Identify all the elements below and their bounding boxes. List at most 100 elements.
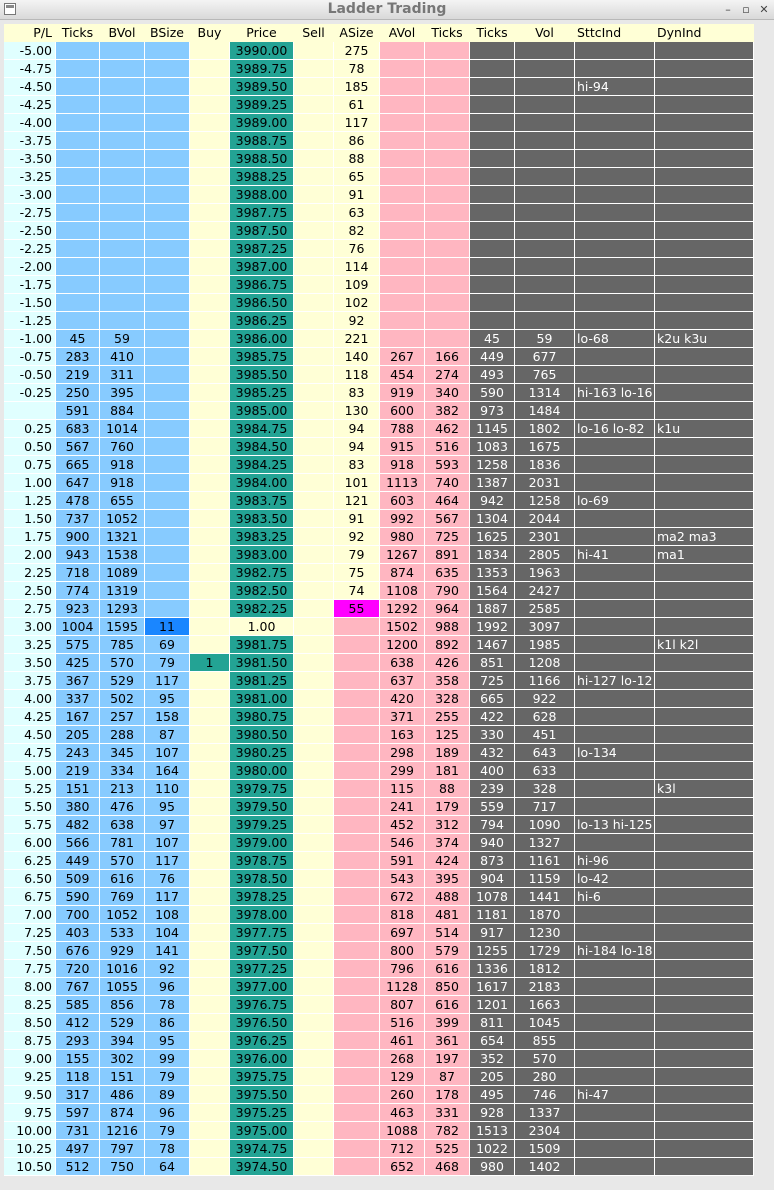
bid-size-cell[interactable]: 107 [145,834,190,852]
ask-size-cell[interactable]: 65 [334,168,380,186]
buy-cell[interactable] [190,600,230,618]
sell-cell[interactable] [294,1032,334,1050]
ask-size-cell[interactable] [334,1032,380,1050]
ask-size-cell[interactable] [334,942,380,960]
ask-size-cell[interactable]: 92 [334,528,380,546]
sell-cell[interactable] [294,186,334,204]
buy-cell[interactable] [190,528,230,546]
ask-size-cell[interactable]: 94 [334,438,380,456]
buy-cell[interactable] [190,816,230,834]
buy-cell[interactable] [190,780,230,798]
bid-size-cell[interactable]: 79 [145,1122,190,1140]
ask-size-cell[interactable]: 55 [334,600,380,618]
sell-cell[interactable] [294,1068,334,1086]
bid-size-cell[interactable]: 78 [145,996,190,1014]
bid-size-cell[interactable]: 96 [145,1104,190,1122]
buy-cell[interactable] [190,1086,230,1104]
sell-cell[interactable] [294,456,334,474]
ask-size-cell[interactable] [334,744,380,762]
sell-cell[interactable] [294,240,334,258]
buy-cell[interactable] [190,906,230,924]
buy-cell[interactable] [190,348,230,366]
buy-cell[interactable] [190,42,230,60]
sell-cell[interactable] [294,150,334,168]
buy-cell[interactable] [190,978,230,996]
sell-cell[interactable] [294,258,334,276]
sell-cell[interactable] [294,96,334,114]
buy-cell[interactable] [190,276,230,294]
sell-cell[interactable] [294,330,334,348]
sell-cell[interactable] [294,726,334,744]
ask-size-cell[interactable]: 114 [334,258,380,276]
bid-size-cell[interactable]: 92 [145,960,190,978]
ask-size-cell[interactable] [334,1050,380,1068]
maximize-button[interactable]: ▫ [742,3,750,16]
sell-cell[interactable] [294,438,334,456]
sell-cell[interactable] [294,744,334,762]
sell-cell[interactable] [294,780,334,798]
bid-size-cell[interactable]: 95 [145,798,190,816]
sell-cell[interactable] [294,546,334,564]
bid-size-cell[interactable] [145,384,190,402]
buy-cell[interactable] [190,672,230,690]
sell-cell[interactable] [294,42,334,60]
bid-size-cell[interactable]: 79 [145,1068,190,1086]
ask-size-cell[interactable]: 221 [334,330,380,348]
sell-cell[interactable] [294,1086,334,1104]
sell-cell[interactable] [294,690,334,708]
sell-cell[interactable] [294,870,334,888]
buy-cell[interactable] [190,492,230,510]
buy-cell[interactable] [190,564,230,582]
ask-size-cell[interactable] [334,1122,380,1140]
buy-cell[interactable] [190,762,230,780]
buy-cell[interactable] [190,150,230,168]
buy-cell[interactable] [190,618,230,636]
buy-cell[interactable] [190,240,230,258]
sell-cell[interactable] [294,942,334,960]
sell-cell[interactable] [294,762,334,780]
sell-cell[interactable] [294,600,334,618]
bid-size-cell[interactable] [145,258,190,276]
buy-cell[interactable] [190,708,230,726]
buy-cell[interactable] [190,546,230,564]
bid-size-cell[interactable] [145,456,190,474]
buy-cell[interactable] [190,1032,230,1050]
sell-cell[interactable] [294,618,334,636]
ask-size-cell[interactable] [334,870,380,888]
sell-cell[interactable] [294,978,334,996]
buy-cell[interactable] [190,168,230,186]
ask-size-cell[interactable] [334,726,380,744]
title-bar[interactable]: Ladder Trading – ▫ ✕ [0,0,774,20]
buy-cell[interactable] [190,798,230,816]
buy-cell[interactable] [190,96,230,114]
sell-cell[interactable] [294,708,334,726]
buy-cell[interactable] [190,924,230,942]
buy-cell[interactable] [190,60,230,78]
bid-size-cell[interactable] [145,204,190,222]
bid-size-cell[interactable] [145,276,190,294]
bid-size-cell[interactable]: 95 [145,690,190,708]
bid-size-cell[interactable] [145,186,190,204]
ask-size-cell[interactable] [334,1158,380,1176]
window-menu-icon[interactable] [4,3,16,15]
ask-size-cell[interactable]: 94 [334,420,380,438]
ask-size-cell[interactable] [334,762,380,780]
bid-size-cell[interactable] [145,312,190,330]
bid-size-cell[interactable]: 96 [145,978,190,996]
sell-cell[interactable] [294,960,334,978]
ask-size-cell[interactable]: 92 [334,312,380,330]
bid-size-cell[interactable] [145,402,190,420]
bid-size-cell[interactable] [145,114,190,132]
sell-cell[interactable] [294,348,334,366]
buy-cell[interactable] [190,726,230,744]
ask-size-cell[interactable]: 61 [334,96,380,114]
buy-cell[interactable] [190,420,230,438]
bid-size-cell[interactable] [145,528,190,546]
ask-size-cell[interactable] [334,672,380,690]
ask-size-cell[interactable]: 185 [334,78,380,96]
sell-cell[interactable] [294,996,334,1014]
bid-size-cell[interactable] [145,438,190,456]
sell-cell[interactable] [294,222,334,240]
bid-size-cell[interactable]: 108 [145,906,190,924]
bid-size-cell[interactable] [145,132,190,150]
